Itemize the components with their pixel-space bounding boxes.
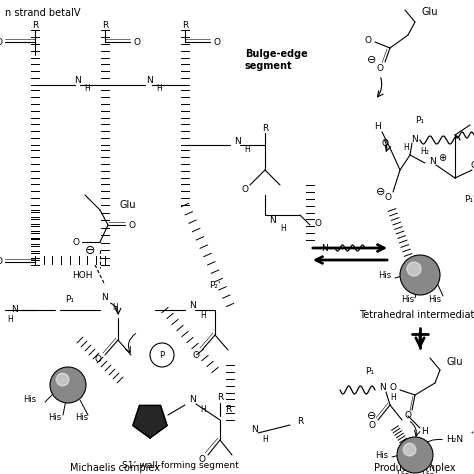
Text: O: O (73, 237, 80, 246)
Text: H: H (244, 145, 250, 154)
Text: R: R (262, 124, 268, 133)
Text: O: O (365, 36, 372, 45)
Circle shape (407, 262, 421, 276)
Text: O: O (471, 161, 474, 170)
Text: ⊕: ⊕ (438, 153, 446, 163)
Text: R: R (297, 418, 303, 427)
Text: Tetrahedral intermediate: Tetrahedral intermediate (359, 310, 474, 320)
Polygon shape (133, 405, 167, 438)
Text: H₂: H₂ (420, 147, 429, 156)
Text: His: His (428, 295, 442, 304)
Text: ⊖: ⊖ (85, 244, 95, 256)
Text: O: O (241, 185, 248, 194)
Text: O: O (192, 350, 200, 359)
Text: His: His (75, 413, 89, 422)
Text: H: H (374, 121, 382, 130)
Text: ⊖: ⊖ (376, 187, 386, 197)
Text: Glu: Glu (447, 357, 463, 367)
Text: N: N (190, 395, 196, 404)
Text: ⊖: ⊖ (367, 411, 377, 421)
Text: O: O (94, 356, 101, 365)
Text: ⊖: ⊖ (367, 55, 377, 65)
Text: H: H (280, 224, 286, 233)
Text: His: His (375, 450, 389, 459)
Text: ⁺: ⁺ (470, 430, 474, 439)
Text: H: H (422, 428, 428, 437)
Text: O: O (368, 421, 375, 430)
Text: N: N (322, 244, 328, 253)
Text: n strand betaIV: n strand betaIV (5, 8, 81, 18)
Text: H: H (200, 310, 206, 319)
Text: P: P (159, 350, 164, 359)
Text: R: R (217, 392, 223, 401)
Text: N: N (252, 426, 258, 435)
Text: H₂N: H₂N (447, 436, 464, 445)
Text: P₁: P₁ (65, 295, 74, 304)
Text: His: His (421, 471, 435, 474)
Text: His: His (378, 271, 392, 280)
Text: O: O (382, 138, 389, 147)
Text: O: O (315, 219, 321, 228)
Text: O: O (213, 37, 220, 46)
Circle shape (397, 437, 433, 473)
Text: O: O (384, 193, 392, 202)
Text: N: N (429, 157, 437, 166)
Circle shape (400, 255, 440, 295)
Text: Product complex: Product complex (374, 463, 456, 473)
Circle shape (56, 374, 69, 386)
Text: S1’-wall-forming segment: S1’-wall-forming segment (122, 461, 238, 470)
Text: O: O (128, 220, 136, 229)
Text: O: O (376, 64, 383, 73)
Text: R: R (32, 20, 38, 29)
Text: N: N (190, 301, 196, 310)
Text: Michaelis complex: Michaelis complex (70, 463, 160, 473)
Text: N: N (270, 216, 276, 225)
Text: H: H (200, 404, 206, 413)
Text: His: His (23, 395, 36, 404)
Text: O: O (199, 456, 206, 465)
Text: O: O (390, 383, 396, 392)
Text: O: O (0, 257, 3, 266)
Text: P₁: P₁ (365, 367, 374, 376)
Text: H: H (84, 83, 90, 92)
Text: H: H (262, 435, 268, 444)
Text: R: R (182, 20, 188, 29)
Text: P₁': P₁' (464, 195, 474, 204)
Text: N: N (146, 75, 154, 84)
Text: O: O (134, 37, 140, 46)
Text: N: N (12, 306, 18, 315)
Text: H: H (156, 83, 162, 92)
Text: HOH: HOH (72, 271, 92, 280)
Text: N: N (235, 137, 241, 146)
Circle shape (50, 367, 86, 403)
Text: R: R (225, 405, 231, 414)
Text: P₂': P₂' (209, 281, 221, 290)
Text: H: H (390, 392, 396, 401)
Text: R: R (102, 20, 108, 29)
Text: Bulge-edge
segment: Bulge-edge segment (245, 49, 308, 71)
Text: His: His (401, 295, 415, 304)
Text: N: N (74, 75, 82, 84)
Text: H: H (7, 316, 13, 325)
Text: H: H (403, 144, 409, 153)
Text: H: H (112, 302, 118, 311)
Text: N: N (411, 136, 419, 145)
Text: Glu: Glu (120, 200, 137, 210)
Text: N: N (380, 383, 386, 392)
Text: Glu: Glu (422, 7, 438, 17)
Text: O: O (404, 411, 411, 420)
Text: His: His (48, 413, 62, 422)
Text: His: His (396, 471, 410, 474)
Text: N: N (101, 293, 109, 302)
Circle shape (403, 443, 416, 456)
Text: P₁: P₁ (416, 116, 425, 125)
Text: O: O (0, 37, 3, 46)
